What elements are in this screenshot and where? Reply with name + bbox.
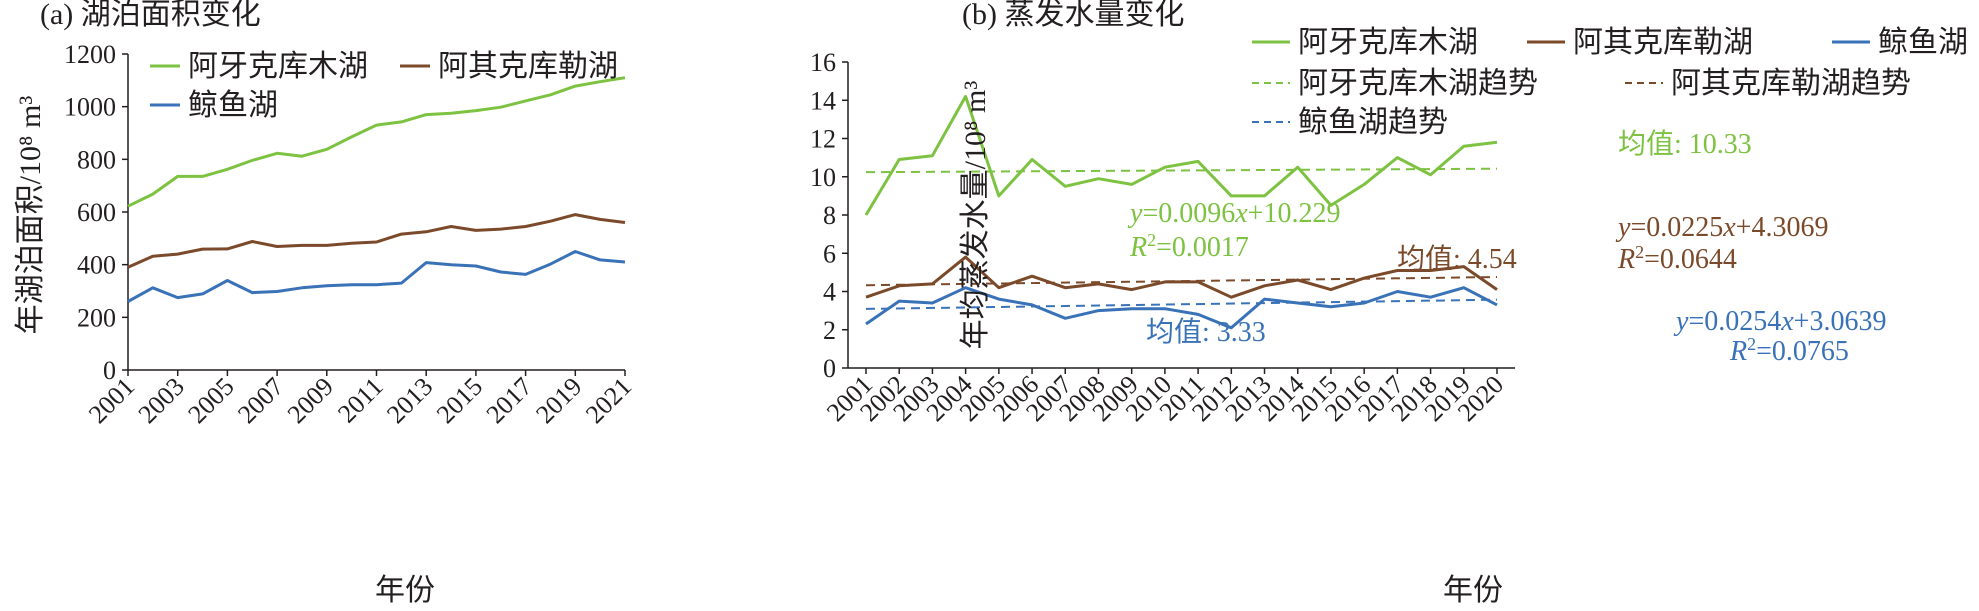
chart-b-series-line-1 [865, 255, 1498, 299]
chart-b-y-tick-label: 8 [823, 201, 836, 230]
chart-a-legend-label-0: 阿牙克库木湖 [188, 50, 368, 83]
chart-b-series-line-2 [865, 286, 1498, 330]
chart-b-legend-label-1: 阿其克库勒湖 [1573, 26, 1753, 59]
chart-b-green-mean: 均值: 10.33 [1618, 128, 1752, 160]
chart-a-legend-label-2: 鲸鱼湖 [188, 89, 278, 122]
chart-b-green-equation: y=0.0096x+10.229 [1127, 198, 1340, 229]
chart-a-x-tick-label: 2001 [83, 372, 140, 429]
chart-b-y-tick-label: 4 [823, 278, 836, 307]
chart-a-x-tick-label: 2003 [133, 372, 190, 429]
chart-a-y-tick-label: 800 [77, 145, 116, 174]
chart-b-y-tick-label: 6 [823, 239, 836, 268]
chart-b-brown-mean: 均值: 4.54 [1397, 243, 1517, 275]
chart-b-x-axis-label: 年份 [1443, 574, 1503, 607]
chart-b-title: (b) 蒸发水量变化 [962, 0, 1184, 31]
chart-a-y-tick-label: 400 [77, 251, 116, 280]
chart-b-y-tick-label: 10 [810, 163, 836, 192]
chart-b-y-tick-label: 12 [810, 125, 836, 154]
chart-b-trend-line-2 [865, 298, 1498, 310]
chart-a-y-axis-label: 年湖泊面积/10⁸ m³ [14, 96, 47, 335]
chart-b-brown-r2: R2=0.0644 [1617, 242, 1737, 275]
chart-a-y-tick-label: 1200 [64, 40, 116, 69]
chart-b-y-tick-label: 0 [823, 354, 836, 383]
chart-a-x-tick-label: 2005 [182, 372, 239, 429]
chart-b-legend-label-0: 阿牙克库木湖 [1298, 26, 1478, 59]
chart-a-x-tick-label: 2013 [381, 372, 438, 429]
chart-a-x-tick-label: 2007 [232, 372, 289, 429]
chart-a-series-line-0 [127, 76, 626, 208]
chart-b-y-tick-label: 14 [810, 86, 836, 115]
chart-a-title: (a) 湖泊面积变化 [40, 0, 261, 31]
chart-b-legend-trend-label-2: 鲸鱼湖趋势 [1298, 106, 1448, 139]
chart-a-y-tick-label: 200 [77, 303, 116, 332]
chart-a-series-line-1 [127, 213, 626, 269]
chart-b-blue-equation: y=0.0254x+3.0639 [1673, 306, 1886, 337]
chart-a-x-tick-label: 2017 [481, 372, 538, 429]
chart-b-trend-line-0 [865, 167, 1498, 174]
chart-a-y-tick-label: 0 [103, 356, 116, 385]
chart-a-y-tick-label: 1000 [64, 93, 116, 122]
chart-b-green-r2: R2=0.0017 [1129, 230, 1249, 263]
chart-b-legend-trend-label-1: 阿其克库勒湖趋势 [1671, 67, 1911, 100]
chart-a-y-tick-label: 600 [77, 198, 116, 227]
chart-a-x-axis-label: 年份 [375, 574, 435, 607]
chart-b-legend-trend-label-0: 阿牙克库木湖趋势 [1298, 67, 1538, 100]
chart-a-x-tick-label: 2009 [282, 372, 339, 429]
chart-b-y-tick-label: 16 [810, 48, 836, 77]
chart-a-x-tick-label: 2021 [580, 372, 637, 429]
chart-b-blue-r2: R2=0.0765 [1729, 334, 1849, 367]
chart-a-x-tick-label: 2011 [332, 372, 389, 429]
chart-a-legend-label-1: 阿其克库勒湖 [438, 50, 618, 83]
chart-a-series-line-2 [127, 250, 626, 303]
chart-b-series-line-0 [864, 94, 1498, 216]
chart-a-x-tick-label: 2015 [431, 372, 488, 429]
chart-b-blue-mean: 均值: 3.33 [1146, 316, 1266, 348]
chart-a-x-tick-label: 2019 [530, 372, 587, 429]
chart-b-legend-label-2: 鲸鱼湖 [1878, 26, 1968, 59]
chart-b-y-axis-label: 年均蒸发水量/10⁸ m³ [959, 81, 992, 350]
chart-b-brown-equation: y=0.0225x+4.3069 [1615, 212, 1828, 243]
chart-b-y-tick-label: 2 [823, 316, 836, 345]
